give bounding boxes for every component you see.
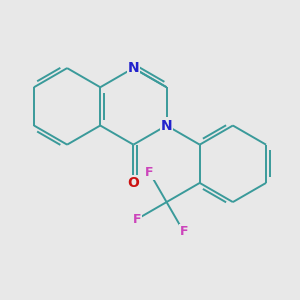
Text: O: O [128,176,140,190]
Text: F: F [179,225,188,239]
Text: F: F [145,166,154,179]
Text: N: N [161,118,172,133]
Text: N: N [128,61,139,75]
Text: F: F [133,213,141,226]
